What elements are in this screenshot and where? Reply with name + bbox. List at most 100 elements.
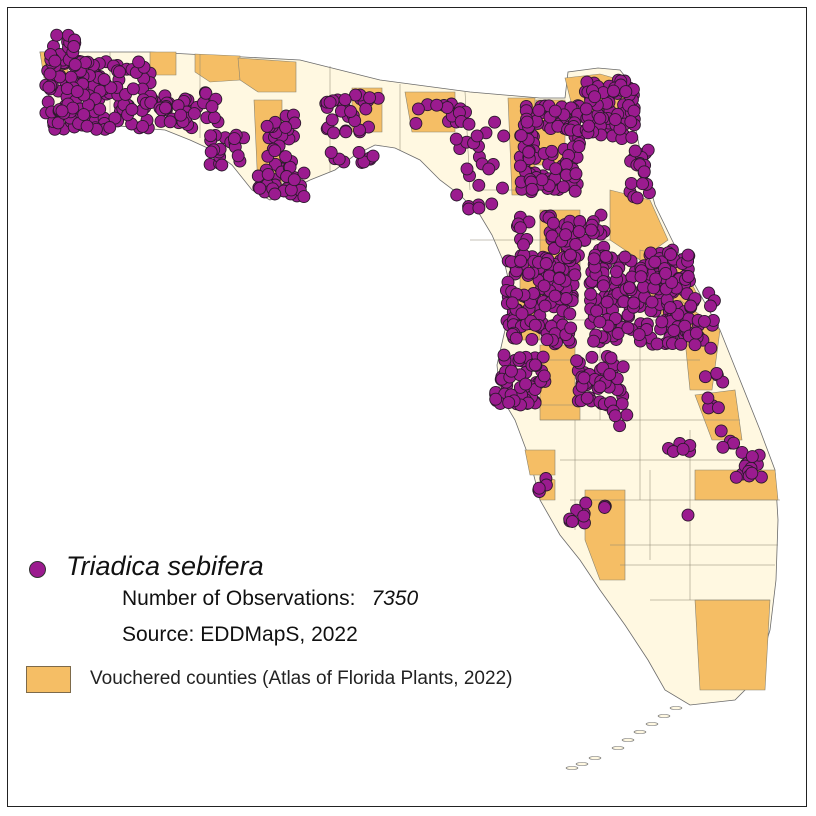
- observation-point: [607, 84, 620, 98]
- key-island: [657, 714, 671, 718]
- observation-point: [77, 108, 91, 122]
- observation-point: [67, 40, 81, 53]
- observation-point: [711, 401, 725, 415]
- observation-point: [536, 350, 550, 364]
- observation-point: [569, 167, 583, 181]
- observation-point: [624, 115, 638, 129]
- observation-point: [48, 54, 62, 68]
- observation-point: [598, 501, 612, 514]
- observation-point: [618, 250, 632, 264]
- observation-point: [552, 272, 566, 286]
- observation-point: [620, 408, 634, 422]
- observation-point: [279, 120, 293, 134]
- key-island: [633, 730, 647, 734]
- legend-source: Source: EDDMapS, 2022: [122, 623, 358, 646]
- observation-point: [609, 265, 623, 279]
- observation-point: [339, 125, 353, 139]
- observation-point: [579, 102, 593, 116]
- vouchered-county: [694, 599, 771, 691]
- observation-point: [627, 104, 641, 118]
- observation-point: [745, 466, 759, 480]
- observation-point: [565, 515, 579, 528]
- observation-point: [462, 117, 476, 131]
- observation-point: [572, 140, 586, 154]
- observation-point: [207, 111, 221, 125]
- observation-point: [665, 275, 679, 289]
- observation-point: [564, 248, 577, 262]
- observation-point: [70, 85, 84, 99]
- observation-point: [593, 111, 607, 125]
- observation-point: [496, 181, 509, 195]
- observation-point: [253, 181, 267, 195]
- observation-point: [520, 115, 534, 129]
- observation-point: [132, 55, 146, 69]
- observation-point: [645, 295, 659, 309]
- observation-point: [338, 93, 352, 107]
- observation-point: [611, 327, 625, 340]
- observation-point: [509, 331, 523, 345]
- observation-point: [519, 377, 533, 391]
- observation-point: [482, 162, 496, 176]
- observation-point: [559, 228, 573, 242]
- legend-observation-icon: [29, 561, 46, 578]
- observation-point: [619, 85, 633, 99]
- vouchered-county: [194, 53, 241, 83]
- observation-point: [517, 238, 530, 252]
- observation-point: [584, 287, 598, 301]
- observation-point: [359, 102, 373, 116]
- observation-point: [630, 191, 644, 205]
- observation-point: [525, 332, 539, 346]
- observation-point: [559, 292, 573, 305]
- observation-point: [505, 296, 519, 310]
- observation-point: [659, 266, 673, 280]
- observation-point: [701, 391, 715, 405]
- key-island: [575, 762, 589, 766]
- observation-point: [287, 173, 301, 187]
- observation-point: [597, 279, 610, 293]
- observation-point: [632, 328, 646, 342]
- observation-point: [545, 144, 559, 158]
- observation-point: [624, 176, 638, 190]
- observation-point: [409, 116, 423, 130]
- observation-point: [497, 129, 511, 143]
- observation-point: [80, 119, 94, 133]
- observation-point: [604, 351, 618, 365]
- observation-point: [297, 190, 311, 204]
- observation-point: [568, 268, 582, 282]
- observation-point: [681, 248, 695, 262]
- observation-point: [199, 86, 213, 100]
- observation-point: [537, 369, 551, 383]
- observation-point: [704, 299, 717, 313]
- observation-point: [714, 424, 728, 438]
- legend-observations-label: Number of Observations:: [122, 587, 356, 610]
- vouchered-county: [584, 489, 626, 581]
- florida-keys: [565, 706, 683, 770]
- observation-point: [569, 237, 583, 251]
- observation-point: [68, 58, 82, 72]
- observation-point: [64, 70, 78, 84]
- observation-point: [727, 436, 741, 450]
- observation-point: [704, 341, 718, 355]
- observation-point: [627, 296, 641, 310]
- legend-vouchered-label: Vouchered counties (Atlas of Florida Pla…: [90, 668, 513, 689]
- observation-point: [103, 121, 117, 134]
- observation-point: [514, 129, 528, 143]
- observation-point: [648, 255, 662, 269]
- observation-point: [297, 166, 311, 180]
- observation-point: [549, 162, 563, 176]
- observation-point: [231, 149, 245, 163]
- observation-point: [689, 326, 703, 340]
- observation-point: [504, 364, 518, 378]
- observation-point: [260, 119, 274, 133]
- observation-point: [628, 144, 642, 158]
- observation-point: [323, 95, 337, 109]
- observation-point: [621, 321, 635, 335]
- observation-point: [634, 270, 648, 284]
- observation-point: [616, 360, 630, 374]
- observation-point: [688, 338, 702, 352]
- legend-observations: Number of Observations: 7350: [122, 587, 418, 611]
- observation-point: [324, 146, 338, 159]
- observation-point: [698, 370, 712, 384]
- observation-point: [684, 299, 698, 313]
